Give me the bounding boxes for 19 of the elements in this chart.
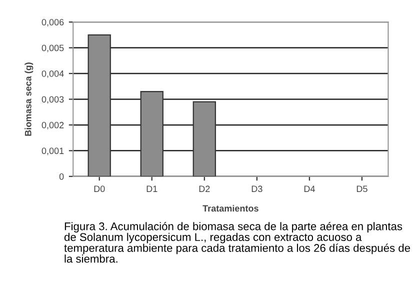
x-tick-label: D3	[252, 186, 262, 192]
y-tick-label: 0,004	[42, 70, 64, 78]
bar	[88, 34, 111, 176]
x-tick-label: D0	[94, 186, 105, 192]
y-axis-title: Biomasa seca (g)	[24, 62, 34, 136]
text: Figura 3. Acumulación de biomasa seca de la parte aérea en plantas de Solanum lycopersicum L., regadas con extracto acuoso a temperatura ambiente para cada tratamiento a los 26 días después de la siembra.	[64, 222, 410, 263]
y-tick-label: 0,002	[42, 122, 64, 130]
y-tick-label: 0,001	[42, 148, 64, 156]
y-tick-label: 0,003	[42, 96, 64, 104]
x-tick-label: D4	[304, 186, 315, 192]
x-axis-title: Tratamientos	[202, 204, 258, 212]
y-tick-label: 0	[59, 173, 64, 180]
x-tick-label: D2	[199, 186, 210, 192]
bar	[192, 101, 216, 176]
y-tick-label: 0,006	[42, 19, 64, 26]
x-tick-label: D5	[356, 186, 368, 192]
bar	[140, 90, 164, 176]
x-tick-label: D1	[146, 186, 158, 192]
y-tick-label: 0,005	[42, 44, 64, 52]
